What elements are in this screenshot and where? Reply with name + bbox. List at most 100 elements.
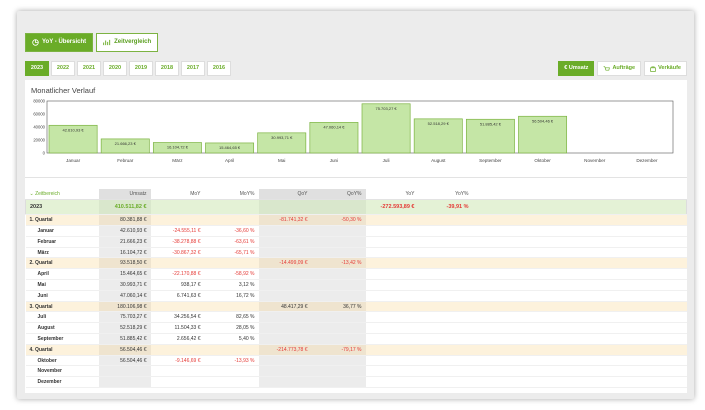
- cell-qoy-pct: [311, 236, 366, 248]
- year-button[interactable]: 2016: [207, 61, 231, 76]
- cell-yoy: [365, 301, 419, 313]
- cell-filler: [472, 279, 687, 291]
- cell-moy-pct: -65,71 %: [204, 247, 259, 259]
- bar: [48, 124, 98, 154]
- year-button[interactable]: 2020: [103, 61, 127, 76]
- cell-qoy-pct: -13,42 %: [311, 257, 366, 270]
- table-row[interactable]: März 16.104,72 € -30.867,32 € -65,71 %: [25, 247, 687, 259]
- table-row[interactable]: April 15.464,65 € -22.170,88 € -58,92 %: [25, 268, 687, 281]
- cell-qoy: -14.499,09 €: [258, 257, 312, 270]
- cell-moy-pct: -58,92 %: [204, 268, 259, 281]
- tab-label: Zeitvergleich: [114, 39, 152, 45]
- tab-yoy-overview[interactable]: YoY - Übersicht: [25, 33, 94, 52]
- view-tabs: YoY - Übersicht Zeitvergleich: [25, 33, 159, 52]
- tab-label: YoY - Übersicht: [42, 39, 87, 45]
- bar: [309, 122, 359, 154]
- cell-moy: [150, 301, 205, 313]
- orders-icon: [603, 65, 611, 72]
- table-row[interactable]: Juni 47.060,14 €6.741,63 €16,72 %: [25, 290, 687, 302]
- cell-umsatz: 51.885,42 €: [98, 333, 151, 345]
- cell-moy-pct: [204, 301, 259, 313]
- quarter-row[interactable]: 2. Quartal 93.518,50 € -14.499,09 € -13,42 …: [25, 257, 687, 270]
- quarter-row[interactable]: 3. Quartal 180.106,98 € 48.417,29 €36,77 %: [25, 301, 687, 313]
- verkaeufe-button[interactable]: Verkäufe: [644, 61, 687, 76]
- bar: [361, 103, 411, 154]
- year-row[interactable]: 2023 410.511,82 € -272.593,89 € -39,91 %: [25, 199, 687, 216]
- cell-umsatz: [98, 365, 151, 378]
- table-row[interactable]: September 51.885,42 €2.656,42 €5,40 %: [25, 333, 687, 345]
- cell-umsatz: 16.104,72 €: [98, 247, 151, 259]
- year-button[interactable]: 2021: [77, 61, 101, 76]
- cell-moy: [150, 214, 205, 227]
- metric-label: € Umsatz: [564, 65, 589, 71]
- cell-yoy: [365, 376, 419, 389]
- table-row[interactable]: Oktober 56.504,46 € -9.146,69 € -13,93 %: [25, 355, 687, 367]
- row-label: 3. Quartal: [25, 301, 99, 313]
- row-label: März: [25, 247, 99, 259]
- year-button[interactable]: 2022: [51, 61, 75, 76]
- row-label: 2. Quartal: [25, 257, 99, 270]
- bar-value-label: 51.885,42 €: [480, 121, 502, 126]
- table-row[interactable]: Juli 75.703,27 €34.256,54 €82,65 %: [25, 311, 687, 324]
- table-row[interactable]: August 52.518,29 €11.504,33 €28,05 %: [25, 322, 687, 335]
- cell-yoy: [365, 290, 419, 302]
- header-moy-pct: MoY%: [204, 189, 259, 201]
- table-row[interactable]: Februar 21.666,23 € -38.278,88 € -63,61 %: [25, 236, 687, 248]
- cell-umsatz: 75.703,27 €: [98, 311, 151, 324]
- cell-qoy: [258, 199, 312, 216]
- table-header: ⌄ Zeitbereich Umsatz MoY MoY% QoY QoY% Y…: [25, 189, 687, 201]
- cell-qoy: [258, 365, 312, 378]
- cell-yoy-pct: [418, 247, 473, 259]
- cell-yoy: [365, 333, 419, 345]
- cell-umsatz: 21.666,23 €: [98, 236, 151, 248]
- cell-qoy-pct: [311, 279, 366, 291]
- cell-umsatz: 42.610,93 €: [98, 225, 151, 237]
- cell-qoy: [258, 376, 312, 389]
- auftraege-button[interactable]: Aufträge: [597, 61, 642, 76]
- quarter-row[interactable]: 1. Quartal 80.381,88 € -81.741,32 € -50,30 …: [25, 214, 687, 227]
- cell-moy-pct: 82,65 %: [204, 311, 259, 324]
- year-button[interactable]: 2023: [25, 61, 49, 76]
- bar-value-label: 75.703,27 €: [376, 106, 398, 111]
- cell-moy-pct: -13,93 %: [204, 355, 259, 367]
- x-tick-label: September: [479, 158, 502, 163]
- table-row[interactable]: November: [25, 365, 687, 378]
- cell-moy: [150, 344, 205, 356]
- tab-zeitvergleich[interactable]: Zeitvergleich: [96, 33, 159, 52]
- metric-selector: € Umsatz Aufträge Verkäufe: [558, 61, 687, 76]
- cell-filler: [472, 268, 687, 281]
- year-button[interactable]: 2019: [129, 61, 153, 76]
- bar: [257, 132, 307, 154]
- table-row[interactable]: Dezember: [25, 376, 687, 389]
- cell-moy-pct: [204, 199, 259, 216]
- cell-umsatz: 52.518,29 €: [98, 322, 151, 335]
- cell-moy-pct: -63,61 %: [204, 236, 259, 248]
- table-row[interactable]: Mai 30.993,71 €938,17 €3,12 %: [25, 279, 687, 291]
- metric-label: Aufträge: [612, 65, 636, 71]
- year-button[interactable]: 2017: [181, 61, 205, 76]
- chart-icon: [32, 39, 39, 46]
- header-umsatz: Umsatz: [98, 189, 151, 201]
- cell-qoy-pct: [311, 225, 366, 237]
- cell-qoy-pct: [311, 268, 366, 281]
- cell-qoy-pct: [311, 290, 366, 302]
- row-label: November: [25, 365, 99, 378]
- cell-moy-pct: 5,40 %: [204, 333, 259, 345]
- cell-yoy: [365, 279, 419, 291]
- cell-filler: [472, 199, 687, 216]
- cell-yoy: [365, 247, 419, 259]
- quarter-row[interactable]: 4. Quartal 56.504,46 € -214.773,78 € -79,17…: [25, 344, 687, 356]
- umsatz-button[interactable]: € Umsatz: [558, 61, 595, 76]
- sort-header-zeitbereich[interactable]: ⌄ Zeitbereich: [25, 189, 99, 201]
- row-label: Mai: [25, 279, 99, 291]
- cell-yoy-pct: [418, 257, 473, 270]
- app-window: YoY - Übersicht Zeitvergleich 2023 2022 …: [17, 11, 694, 399]
- cell-filler: [472, 290, 687, 302]
- divider: [25, 177, 687, 178]
- y-tick-label: 20000: [33, 138, 45, 143]
- cell-yoy-pct: [418, 322, 473, 335]
- cell-umsatz: [98, 376, 151, 389]
- cell-umsatz: 80.381,88 €: [98, 214, 151, 227]
- year-button[interactable]: 2018: [155, 61, 179, 76]
- table-row[interactable]: Januar 42.610,93 € -24.555,11 € -36,60 %: [25, 225, 687, 237]
